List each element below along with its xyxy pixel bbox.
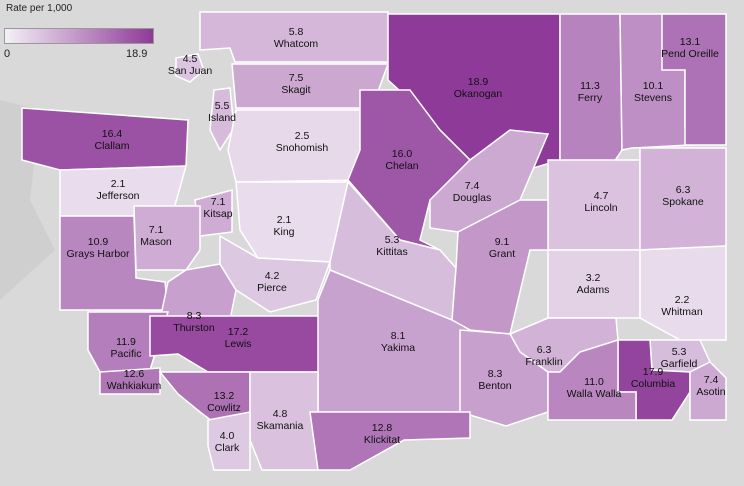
legend-max-label: 18.9: [126, 48, 148, 60]
county-ferry[interactable]: [559, 13, 623, 169]
county-wahkiakum[interactable]: [99, 367, 161, 395]
county-klickitat[interactable]: [309, 411, 471, 471]
county-king[interactable]: [235, 181, 349, 263]
county-grays-harbor[interactable]: [59, 215, 169, 311]
county-chelan[interactable]: [347, 89, 472, 251]
county-lincoln[interactable]: [547, 159, 641, 251]
county-island[interactable]: [209, 87, 235, 152]
county-skamania[interactable]: [249, 371, 319, 471]
county-adams[interactable]: [547, 249, 641, 319]
color-legend: Rate per 1,000 0 18.9: [0, 0, 158, 60]
county-grant[interactable]: [451, 199, 549, 335]
legend-title: Rate per 1,000: [6, 3, 73, 14]
county-clark[interactable]: [207, 411, 251, 471]
county-san-juan[interactable]: [175, 53, 205, 83]
county-asotin[interactable]: [689, 361, 727, 421]
legend-min-label: 0: [4, 48, 11, 60]
county-pierce[interactable]: [219, 234, 332, 313]
county-whatcom[interactable]: [199, 11, 389, 63]
county-walla-walla[interactable]: [547, 338, 637, 421]
county-pend-oreille[interactable]: [661, 13, 727, 146]
county-spokane[interactable]: [639, 147, 727, 251]
county-mason[interactable]: [133, 205, 201, 271]
county-snohomish[interactable]: [227, 109, 361, 183]
legend-gradient-bar: [4, 28, 154, 44]
county-whitman[interactable]: [639, 245, 727, 341]
